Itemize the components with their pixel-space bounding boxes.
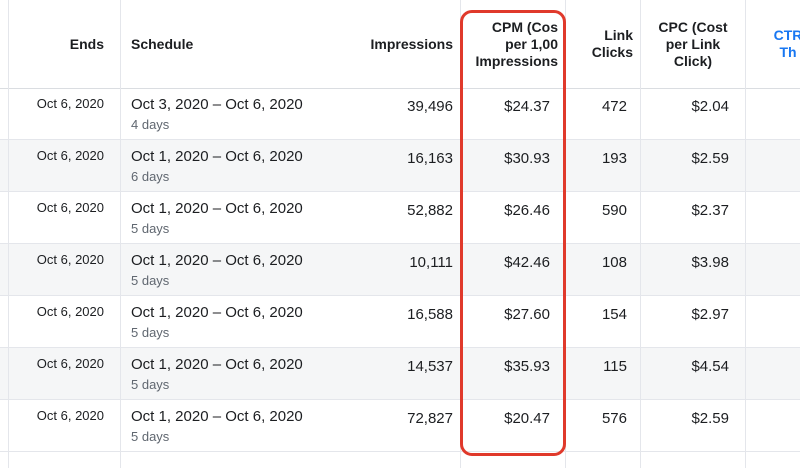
schedule-range: Oct 1, 2020 – Oct 6, 2020 [131, 408, 303, 425]
cpc-cell: $2.59 [691, 410, 729, 427]
schedule-cell: Oct 1, 2020 – Oct 6, 2020 5 days [131, 400, 371, 452]
ends-cell: Oct 6, 2020 [36, 96, 104, 111]
schedule-duration: 5 days [131, 325, 170, 340]
ends-cell: Oct 6, 2020 [36, 304, 104, 319]
schedule-range: Oct 1, 2020 – Oct 6, 2020 [131, 304, 303, 321]
table-row[interactable]: Oct 6, 2020 Oct 1, 2020 – Oct 6, 2020 5 … [0, 296, 800, 348]
column-header-ctr[interactable]: CTR Th [773, 27, 800, 60]
cpm-cell: $35.93 [504, 358, 550, 375]
cpc-cell: $2.04 [691, 98, 729, 115]
ends-cell: Oct 6, 2020 [36, 356, 104, 371]
table-header: Ends Schedule Impressions CPM (Cos per 1… [0, 0, 800, 89]
ends-cell: Oct 6, 2020 [36, 408, 104, 423]
schedule-duration: 5 days [131, 221, 170, 236]
ends-cell: Oct 6, 2020 [36, 252, 104, 267]
link-clicks-cell: 472 [601, 98, 627, 115]
link-clicks-cell: 154 [601, 306, 627, 323]
column-header-ends[interactable]: Ends [69, 35, 104, 52]
impressions-cell: 14,537 [407, 358, 453, 375]
link-clicks-cell: 590 [601, 202, 627, 219]
column-divider [745, 0, 746, 468]
schedule-duration: 5 days [131, 377, 170, 392]
column-header-impressions[interactable]: Impressions [370, 35, 453, 52]
ends-cell: Oct 6, 2020 [36, 148, 104, 163]
column-header-cpc[interactable]: CPC (Cost per Link Click) [658, 18, 728, 69]
table-row[interactable]: Oct 6, 2020 Oct 1, 2020 – Oct 6, 2020 5 … [0, 400, 800, 452]
cpm-cell: $20.47 [504, 410, 550, 427]
link-clicks-cell: 115 [603, 358, 627, 375]
link-clicks-cell: 576 [601, 410, 627, 427]
table-row[interactable]: Oct 6, 2020 Oct 3, 2020 – Oct 6, 2020 4 … [0, 88, 800, 140]
cpm-cell: $24.37 [504, 98, 550, 115]
schedule-duration: 6 days [131, 169, 170, 184]
column-header-schedule[interactable]: Schedule [131, 35, 194, 52]
table-row[interactable]: Oct 6, 2020 Oct 1, 2020 – Oct 6, 2020 5 … [0, 192, 800, 244]
link-clicks-cell: 193 [601, 150, 627, 167]
cpm-cell: $26.46 [504, 202, 550, 219]
column-divider [640, 0, 641, 468]
schedule-cell: Oct 1, 2020 – Oct 6, 2020 5 days [131, 192, 371, 244]
schedule-range: Oct 3, 2020 – Oct 6, 2020 [131, 96, 303, 113]
table-row[interactable]: Oct 6, 2020 Oct 1, 2020 – Oct 6, 2020 6 … [0, 140, 800, 192]
schedule-cell: Oct 1, 2020 – Oct 6, 2020 5 days [131, 296, 371, 348]
schedule-duration: 5 days [131, 429, 170, 444]
table-row[interactable]: Oct 6, 2020 Oct 1, 2020 – Oct 6, 2020 5 … [0, 244, 800, 296]
impressions-cell: 16,588 [407, 306, 453, 323]
cpc-cell: $2.37 [691, 202, 729, 219]
schedule-duration: 4 days [131, 117, 170, 132]
schedule-duration: 5 days [131, 273, 170, 288]
schedule-range: Oct 1, 2020 – Oct 6, 2020 [131, 356, 303, 373]
table-row[interactable]: Oct 6, 2020 Oct 1, 2020 – Oct 6, 2020 5 … [0, 348, 800, 400]
cpc-cell: $2.97 [691, 306, 729, 323]
cpm-column-highlight [460, 10, 566, 456]
impressions-cell: 10,111 [409, 254, 453, 271]
schedule-cell: Oct 1, 2020 – Oct 6, 2020 5 days [131, 244, 371, 296]
impressions-cell: 16,163 [407, 150, 453, 167]
impressions-cell: 52,882 [407, 202, 453, 219]
column-divider [8, 0, 9, 468]
schedule-range: Oct 1, 2020 – Oct 6, 2020 [131, 252, 303, 269]
column-header-link-clicks[interactable]: Link Clicks [591, 27, 633, 60]
ends-cell: Oct 6, 2020 [36, 200, 104, 215]
cpc-cell: $2.59 [691, 150, 729, 167]
cpm-cell: $42.46 [504, 254, 550, 271]
schedule-cell: Oct 1, 2020 – Oct 6, 2020 6 days [131, 140, 371, 192]
cpc-cell: $4.54 [691, 358, 729, 375]
column-divider [120, 0, 121, 468]
link-clicks-cell: 108 [601, 254, 627, 271]
schedule-range: Oct 1, 2020 – Oct 6, 2020 [131, 148, 303, 165]
cpm-cell: $30.93 [504, 150, 550, 167]
column-header-cpm[interactable]: CPM (Cos per 1,00 Impressions [475, 18, 558, 69]
cpc-cell: $3.98 [691, 254, 729, 271]
schedule-cell: Oct 3, 2020 – Oct 6, 2020 4 days [131, 88, 371, 140]
impressions-cell: 39,496 [407, 98, 453, 115]
impressions-cell: 72,827 [407, 410, 453, 427]
schedule-cell: Oct 1, 2020 – Oct 6, 2020 5 days [131, 348, 371, 400]
schedule-range: Oct 1, 2020 – Oct 6, 2020 [131, 200, 303, 217]
cpm-cell: $27.60 [504, 306, 550, 323]
